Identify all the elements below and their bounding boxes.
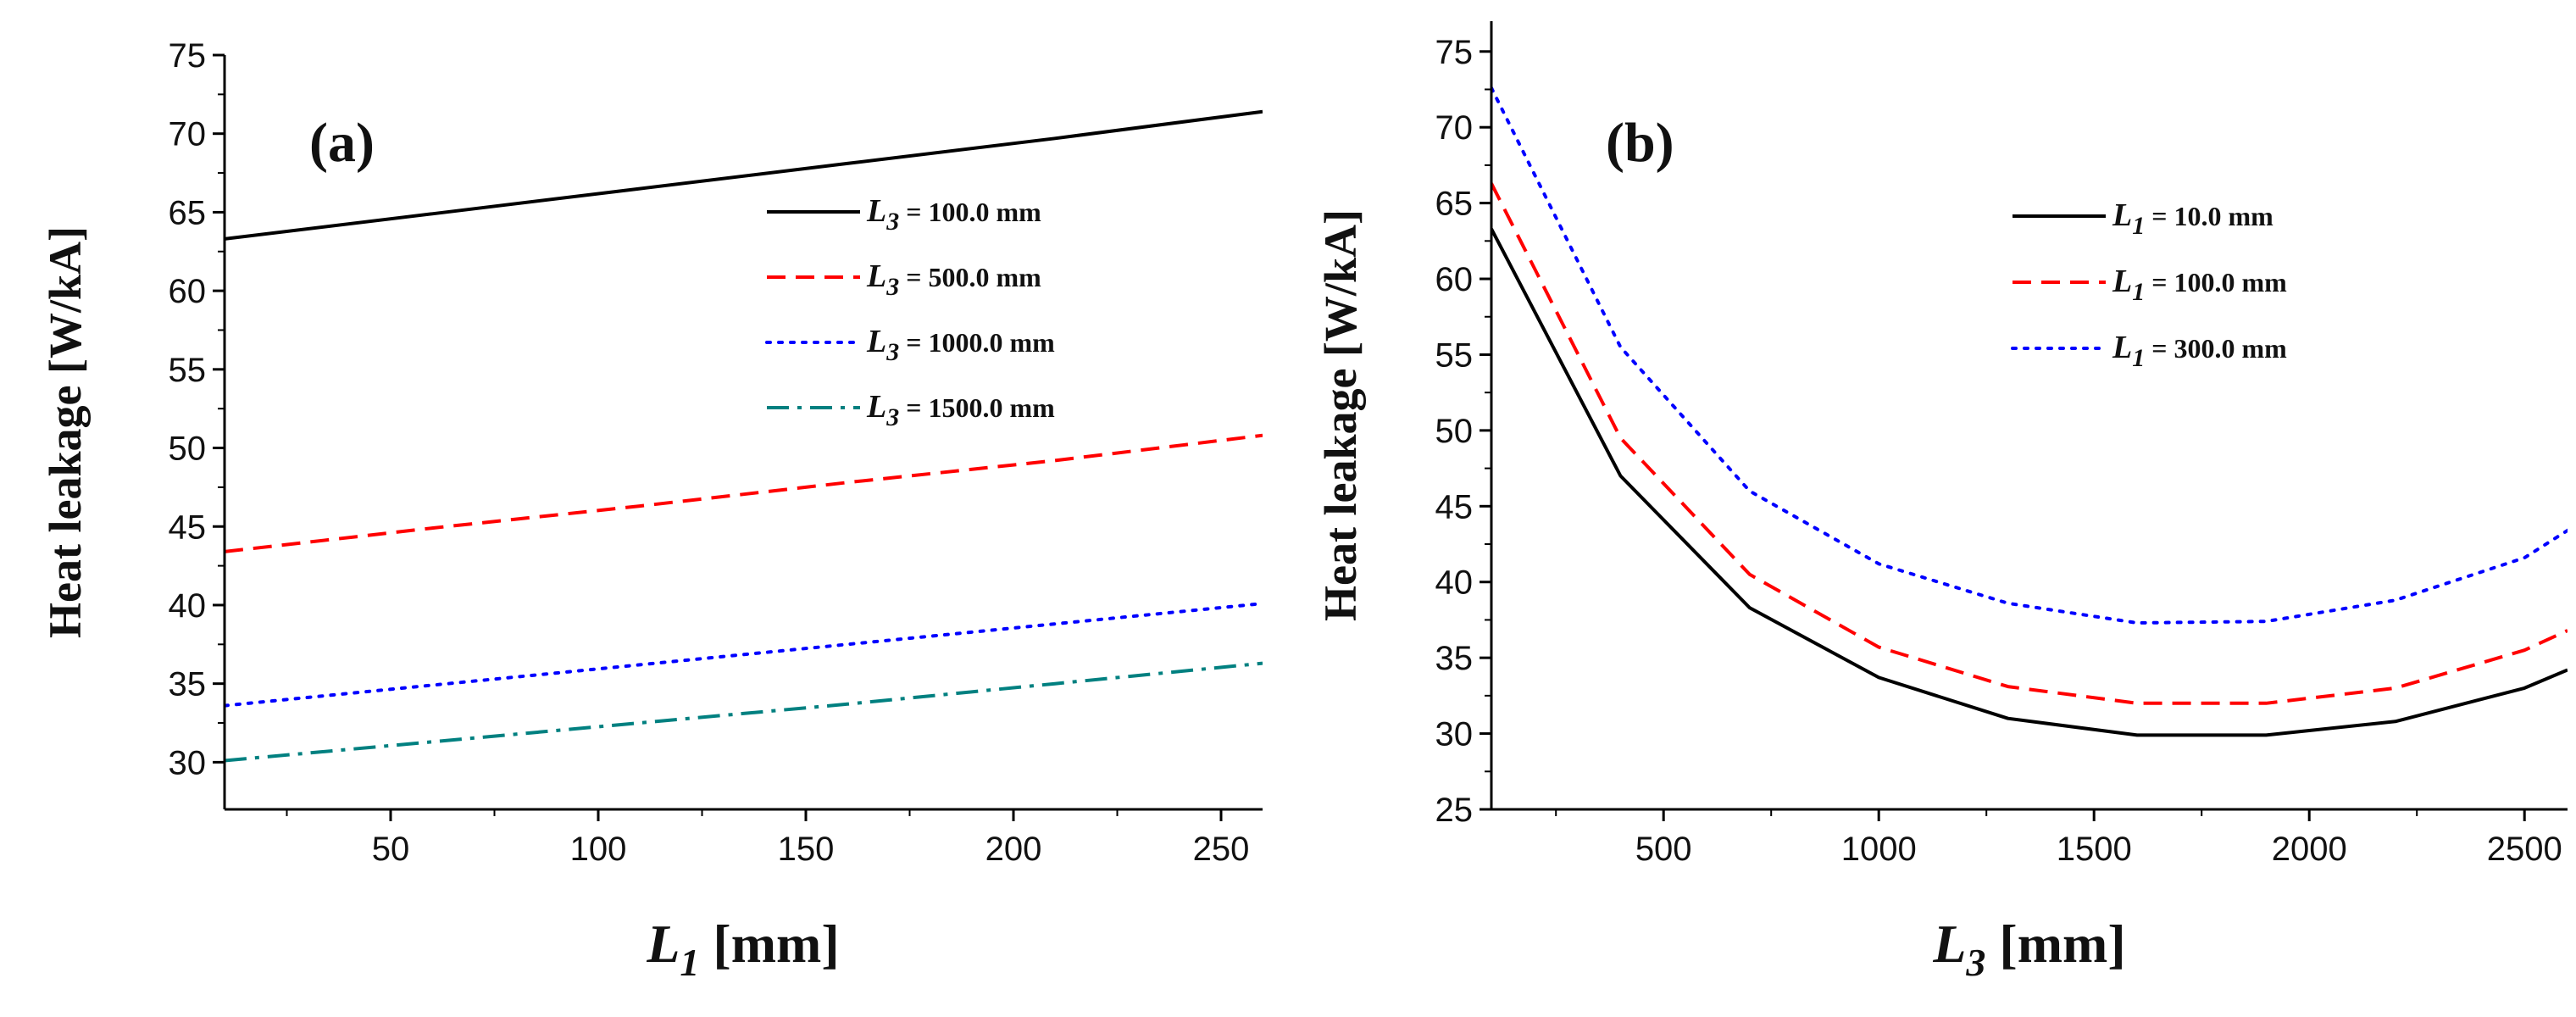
- panel-a-x-axis-title: L1 [mm]: [646, 914, 839, 984]
- panel-a-y-tick-label: 55: [169, 352, 207, 389]
- panel-b-chart: 25 30 35 40 45 50 55 60 65 70 75 500 1000 1500 2000 250…: [1315, 21, 2568, 984]
- panel-b-legend-label-1: L1 = 10.0 mm: [2112, 197, 2273, 240]
- panel-b-legend-label-3: L1 = 300.0 mm: [2112, 330, 2287, 372]
- panel-b-x-tick-label: 2000: [2272, 831, 2347, 868]
- panel-b-x-tick-label: 1500: [2057, 831, 2132, 868]
- panel-a-x-tick-label: 150: [778, 831, 835, 868]
- panel-b-x-tick-label: 2500: [2487, 831, 2562, 868]
- panel-b-y-tick-label: 30: [1435, 716, 1474, 753]
- panel-b-y-tick-label: 65: [1435, 186, 1474, 223]
- panel-a-series-line-4: [225, 661, 1263, 763]
- panel-a-y-axis-title: Heat leakage [W/kA]: [40, 226, 91, 638]
- panel-a-y-tick-label: 65: [169, 194, 207, 231]
- panel-b-series-line-1: [1491, 228, 2568, 737]
- panel-a-legend-label-2: L3 = 500.0 mm: [866, 258, 1041, 301]
- panel-a-legend-label-4: L3 = 1500.0 mm: [866, 389, 1055, 431]
- panel-a-series-line-2: [225, 433, 1263, 553]
- panel-b-y-tick-label: 70: [1435, 109, 1474, 147]
- panel-b-legend-label-2: L1 = 100.0 mm: [2112, 264, 2287, 306]
- panel-b-y-tick-label: 40: [1435, 564, 1474, 602]
- panel-b-y-tick-label: 60: [1435, 261, 1474, 298]
- panel-a-chart: 30 35 40 45 50 55 60 65 70 75 50 100 150 200 250 (a) Hea…: [40, 37, 1263, 984]
- panel-a-panel-label: (a): [309, 112, 375, 174]
- panel-b-y-tick-label: 55: [1435, 336, 1474, 374]
- panel-b-panel-label: (b): [1606, 112, 1674, 174]
- panel-a-series-line-1: [225, 109, 1263, 241]
- panel-b-series-line-2: [1491, 182, 2568, 705]
- panel-a-y-tick-label: 30: [169, 744, 207, 781]
- panel-a-y-tick-label: 75: [169, 37, 207, 75]
- panel-b-y-tick-label: 35: [1435, 640, 1474, 677]
- panel-a-legend-label-1: L3 = 100.0 mm: [866, 193, 1041, 236]
- panel-b-y-axis-title: Heat leakage [W/kA]: [1315, 209, 1366, 621]
- panel-b-y-tick-label: 50: [1435, 413, 1474, 450]
- panel-a-x-tick-label: 100: [570, 831, 627, 868]
- panel-a-y-tick-label: 45: [169, 508, 207, 546]
- panel-a-x-tick-label: 50: [372, 831, 410, 868]
- panel-a-y-tick-label: 35: [169, 666, 207, 703]
- panel-a-x-tick-label: 250: [1193, 831, 1250, 868]
- panel-b-x-tick-label: 500: [1635, 831, 1692, 868]
- panel-a-legend-label-3: L3 = 1000.0 mm: [866, 324, 1055, 366]
- panel-b-x-tick-label: 1000: [1841, 831, 1917, 868]
- panel-b-series-line-3: [1491, 86, 2568, 625]
- panel-a-series-line-3: [225, 602, 1263, 708]
- panel-b-x-axis-title: L3 [mm]: [1932, 914, 2125, 984]
- panel-a-y-tick-label: 60: [169, 273, 207, 310]
- panel-a-x-tick-label: 200: [985, 831, 1042, 868]
- panel-b-y-tick-label: 75: [1435, 34, 1474, 71]
- panel-b-y-tick-label: 25: [1435, 792, 1474, 829]
- panel-a-y-tick-label: 40: [169, 587, 207, 625]
- panel-b-y-tick-label: 45: [1435, 488, 1474, 525]
- panel-a-y-tick-label: 70: [169, 116, 207, 153]
- panel-a-y-tick-label: 50: [169, 431, 207, 468]
